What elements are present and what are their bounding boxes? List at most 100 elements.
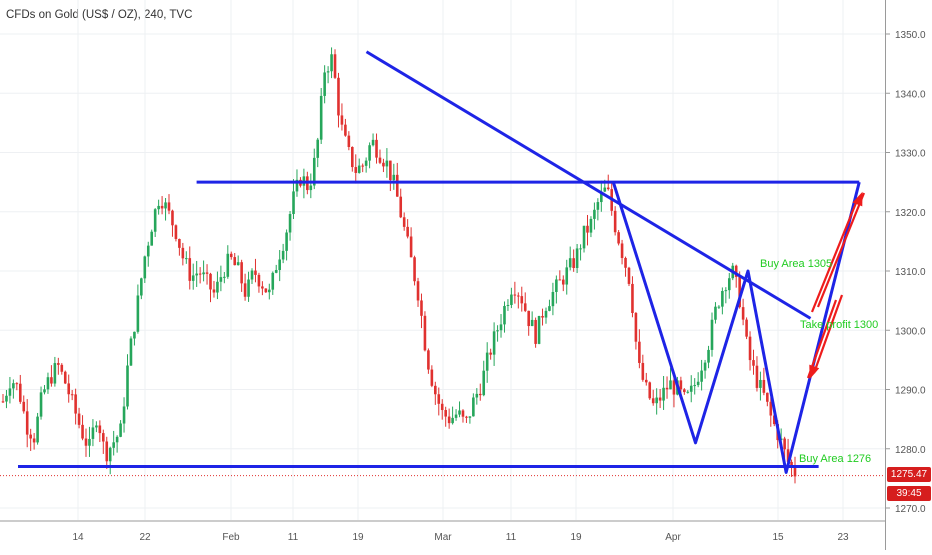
candle-body — [651, 398, 655, 404]
candle-body — [395, 174, 399, 197]
candle-body — [510, 294, 513, 305]
x-tick-label: Apr — [665, 532, 681, 543]
candle-body — [790, 461, 793, 466]
candle-body — [18, 383, 22, 402]
candle-body — [655, 397, 658, 404]
candle-body — [91, 427, 95, 439]
candle-body — [295, 179, 299, 192]
candle-body — [430, 369, 434, 386]
candle-body — [209, 273, 212, 290]
candle-body — [382, 162, 385, 167]
grid — [0, 0, 885, 522]
candle-body — [108, 447, 112, 462]
candle-body — [236, 262, 240, 266]
candle-body — [517, 295, 520, 297]
candle-body — [669, 380, 672, 390]
candle-body — [492, 331, 496, 355]
candle-body — [759, 379, 762, 388]
y-tick-label: 1310.0 — [895, 267, 926, 278]
candle-body — [202, 272, 205, 275]
candle-body — [171, 210, 174, 226]
candle-body — [185, 258, 188, 260]
x-axis-ticks: 14 22 Feb 11 19 Mar 11 19 Apr 15 23 — [72, 532, 849, 543]
candle-body — [12, 383, 15, 389]
x-tick-label: 23 — [837, 532, 849, 543]
candle-body — [115, 436, 119, 443]
candle-body — [389, 160, 392, 181]
candle-body — [627, 267, 631, 284]
candle-body — [762, 379, 766, 393]
candle-body — [281, 250, 285, 260]
candle-body — [606, 187, 610, 190]
candle-body — [181, 247, 185, 259]
candle-body — [74, 394, 77, 414]
candle-body — [50, 377, 53, 384]
candle-body — [707, 349, 710, 363]
candle-body — [475, 393, 479, 398]
candle-body — [620, 243, 624, 258]
y-tick-label: 1280.0 — [895, 445, 926, 456]
candle-body — [319, 95, 323, 140]
candle-body — [67, 383, 71, 395]
candle-body — [738, 276, 741, 308]
candle-body — [485, 352, 489, 371]
candle-body — [274, 269, 278, 273]
drawings[interactable] — [18, 50, 861, 474]
candle-body — [527, 310, 530, 327]
candle-body — [541, 315, 544, 318]
candle-body — [126, 365, 129, 407]
candle-body — [164, 202, 167, 209]
candle-body — [361, 165, 364, 167]
candle-body — [240, 262, 243, 284]
candle-body — [555, 279, 558, 292]
candle-body — [146, 245, 150, 257]
price-axis[interactable]: 1270.0 1280.0 1290.0 1300.0 1310.0 1320.0 1330… — [885, 0, 932, 550]
candle-body — [261, 286, 264, 289]
candle-body — [700, 370, 703, 382]
candle-body — [39, 392, 43, 417]
candle-body — [703, 362, 707, 371]
candle-body — [409, 236, 413, 258]
candle-body — [223, 276, 226, 278]
candle-body — [268, 289, 271, 293]
candle-body — [499, 324, 503, 331]
countdown-tag: 39:45 — [887, 486, 931, 501]
candle-body — [423, 315, 427, 351]
candle-body — [752, 360, 755, 366]
y-tick-label: 1270.0 — [895, 504, 926, 515]
candle-body — [399, 196, 403, 218]
candle-body — [309, 185, 313, 191]
x-tick-label: 15 — [772, 532, 784, 543]
candle-body — [5, 395, 8, 402]
candle-body — [458, 410, 461, 415]
candle-body — [347, 135, 351, 148]
trendline-line — [365, 50, 812, 320]
candle-body — [122, 406, 126, 424]
candle-body — [25, 411, 29, 435]
candle-body — [520, 296, 524, 304]
candle-body — [84, 438, 88, 446]
y-tick-label: 1320.0 — [895, 208, 926, 219]
x-tick-label: 11 — [288, 532, 299, 543]
candle-body — [133, 331, 136, 339]
candle-body — [136, 295, 140, 332]
candle-body — [766, 392, 769, 402]
candle-body — [29, 434, 32, 439]
candle-body — [46, 377, 50, 390]
candle-body — [292, 191, 295, 215]
candle-body — [77, 413, 81, 425]
candle-body — [769, 401, 773, 416]
candle-body — [81, 424, 84, 439]
chart-title: CFDs on Gold (US$ / OZ), 240, TVC — [6, 9, 193, 21]
candle-body — [427, 350, 430, 370]
candle-body — [603, 187, 607, 192]
candle-body — [662, 387, 665, 401]
candle-body — [434, 385, 437, 395]
candle-body — [641, 362, 645, 380]
candle-body — [544, 310, 548, 318]
candle-body — [364, 160, 368, 166]
candle-body — [772, 415, 776, 425]
candle-body — [22, 401, 26, 412]
candle-body — [478, 393, 482, 396]
